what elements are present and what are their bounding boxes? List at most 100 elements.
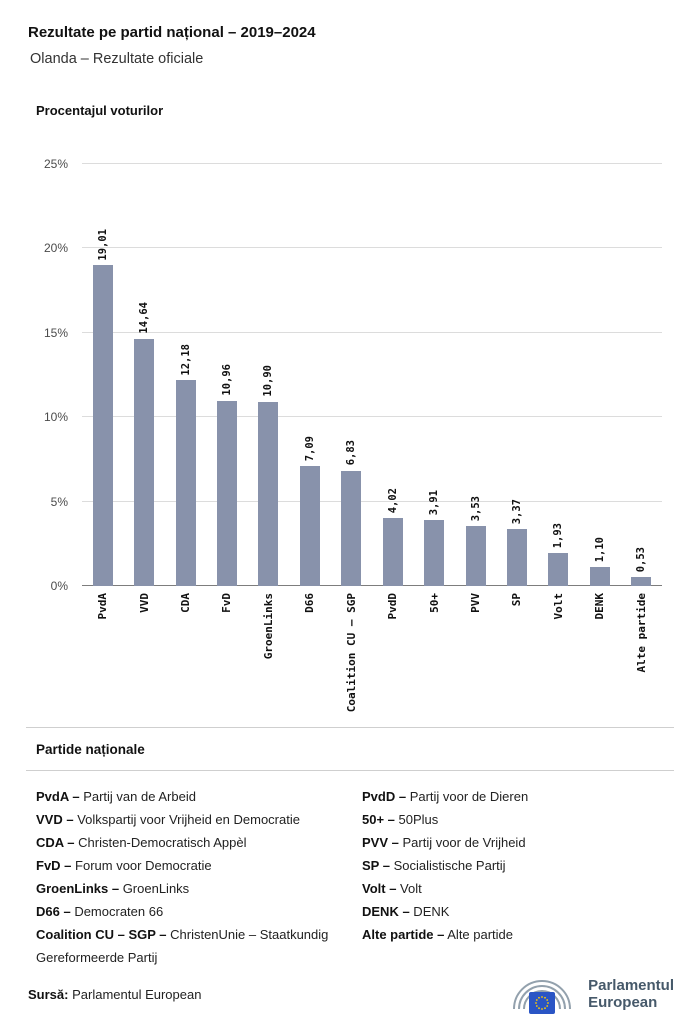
gridline [82,247,662,249]
legend-item: Coalition CU – SGP – ChristenUnie – Staa… [36,923,362,969]
bar-category-label: DENK [593,593,607,620]
bar-column: 14,64 [123,164,164,586]
y-tick-label: 0% [50,579,68,593]
legend-item-name: Partij voor de Vrijheid [398,835,526,850]
bar-category-label: PvdD [386,593,400,620]
bar-value-label: 3,91 [428,489,441,515]
bar-value-label: 3,37 [510,498,523,525]
legend-item-name: Volt [396,881,422,896]
x-axis: PvdA VVD CDA FvD GroenLinks D66 Coalition CU –… [26,586,674,723]
plot-area: 19,01 14,64 12,18 10,96 10,90 7,09 6,83 4,02 3,9… [82,163,662,586]
bar [506,529,527,586]
legend-item-abbr: SP – [362,858,390,873]
page-subtitle: Olanda – Rezultate oficiale [30,51,204,67]
bar [299,466,320,586]
bar [465,526,486,586]
category-cell: DENK [579,586,620,723]
bar-category-label: CDA [179,593,193,613]
legend-column: PvdA – Partij van de Arbeid VVD – Volkspa… [36,785,362,969]
legend-item-abbr: 50+ – [362,812,395,827]
legend-item-abbr: DENK – [362,904,410,919]
legend-columns: PvdA – Partij van de Arbeid VVD – Volkspa… [26,771,674,969]
category-cell: D66 [289,586,330,723]
category-cell: PvdD [372,586,413,723]
legend-item: PVV – Partij voor de Vrijheid [362,831,674,854]
ep-logo-text: Parlamentul European [588,977,674,1011]
bar-category-label: VVD [137,593,151,613]
legend-item-abbr: Volt – [362,881,397,896]
category-cell: 50+ [413,586,454,723]
bar-column: 3,37 [496,164,537,586]
legend-item-abbr: FvD – [36,858,72,873]
legend-item-abbr: D66 – [36,904,71,919]
bar-column: 3,53 [455,164,496,586]
chart-title: Procentajul voturilor [36,103,164,118]
gridline [82,331,662,333]
legend-item-name: ChristenUnie – Staatkundig Gereformeerde… [36,927,329,965]
legend-item-name: DENK [409,904,450,919]
y-tick-label: 15% [43,325,68,340]
legend-item-name: Christen-Democratisch Appèl [74,835,247,850]
source-note: Sursă: Parlamentul European [26,987,201,1002]
eu-flag-icon [529,992,556,1014]
category-cell: PvdA [82,586,123,723]
bar-category-label: Volt [551,593,565,620]
bar-value-label: 10,90 [262,365,275,398]
legend-item-abbr: VVD – [36,812,74,827]
bar-column: 3,91 [413,164,454,586]
bar-column: 12,18 [165,164,206,586]
bar [175,380,196,586]
bar-value-label: 6,83 [345,440,358,466]
legend-item-name: Democraten 66 [70,904,164,919]
bar-value-label: 4,02 [386,487,399,514]
legend-item: 50+ – 50Plus [362,808,674,831]
chart-section: Procentajul voturilor 0% 5% 10% 15% 20% 25% 1… [26,67,674,723]
legend-item-abbr: Alte partide – [362,927,445,942]
bar-value-label: 19,01 [96,228,109,261]
y-tick-label: 20% [43,241,68,256]
category-cell: Coalition CU – SGP [331,586,372,723]
bar-column: 19,01 [82,164,123,586]
category-cell: SP [496,586,537,723]
legend-item-abbr: PVV – [362,835,399,850]
legend-item-name: 50Plus [394,812,439,827]
bar-value-label: 10,96 [220,364,233,396]
category-cell: Volt [538,586,579,723]
source-text: Parlamentul European [72,986,202,1002]
bar-column: 10,96 [206,164,247,586]
page-title: Rezultate pe partid național – 2019–2024 [28,24,316,41]
bar-category-label: PVV [469,593,482,613]
y-tick-label: 5% [50,494,68,509]
legend-item: VVD – Volkspartij voor Vrijheid en Democ… [36,808,362,831]
bar [631,577,652,586]
legend-item: DENK – DENK [362,900,674,923]
bar-category-label: SP [510,593,524,607]
legend-item-name: GroenLinks [119,881,190,896]
y-tick-label: 10% [43,410,68,425]
bar-category-label: PvdA [96,593,110,620]
bar-column: 6,83 [331,164,372,586]
legend-item: PvdD – Partij voor de Dieren [362,785,674,808]
bar-column: 10,90 [248,164,289,586]
y-axis: 0% 5% 10% 15% 20% 25% [26,157,82,593]
bar-column: 0,53 [620,164,661,586]
ep-logo-icon [513,980,572,1014]
bar-value-label: 0,53 [635,546,648,573]
legend-item-abbr: PvdD – [362,789,407,804]
bar [424,520,445,586]
bar-value-label: 12,18 [179,343,192,376]
legend-heading: Partide naționale [26,728,674,771]
bar [341,470,362,586]
bar-value-label: 3,53 [469,496,482,522]
gridline [82,416,662,418]
bar [134,338,155,586]
legend-item-name: Alte partide [444,927,514,942]
bar-category-label: D66 [303,593,317,613]
legend-item-name: Socialistische Partij [389,858,506,873]
bar-value-label: 1,93 [552,523,565,549]
source-label: Sursă: [28,986,69,1002]
gridline [82,163,662,164]
legend-item-abbr: CDA – [36,835,75,850]
x-axis-spacer [26,586,82,723]
legend-item: PvdA – Partij van de Arbeid [36,785,362,808]
